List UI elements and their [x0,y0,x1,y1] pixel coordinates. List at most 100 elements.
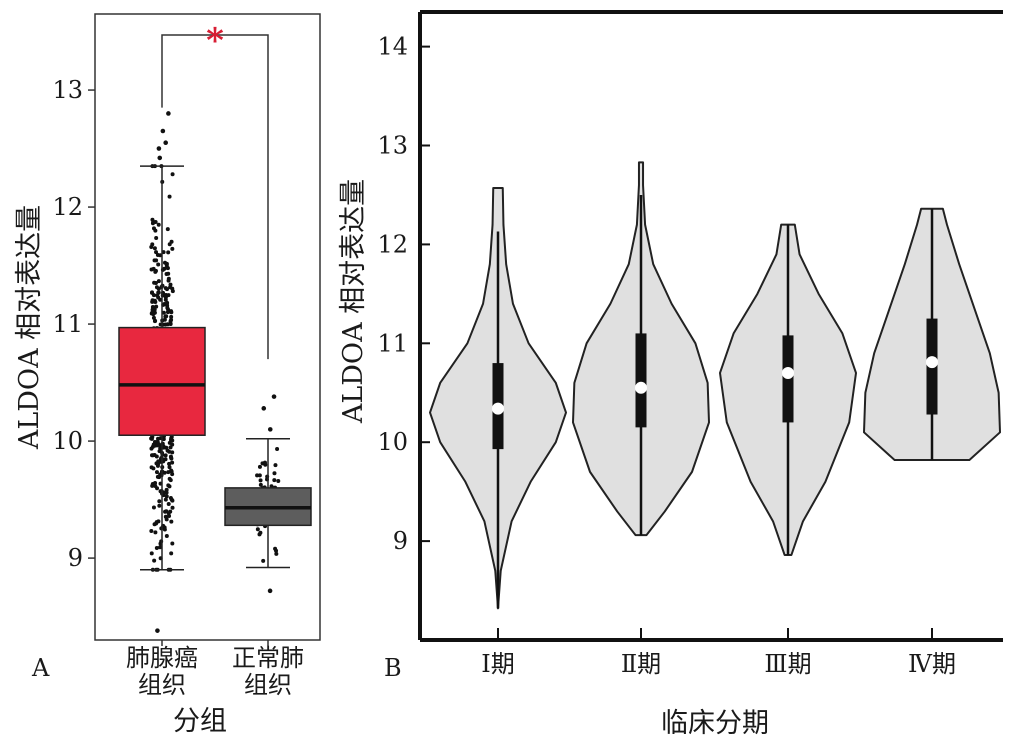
data-point [257,473,262,478]
data-point [170,472,175,477]
data-point [168,478,173,483]
data-point [162,260,167,265]
data-point [151,315,156,320]
data-point [169,456,174,461]
data-point [152,558,157,563]
y-tick-label: 10 [52,427,83,455]
data-point [151,226,156,231]
data-point [170,172,175,177]
data-point [153,484,158,489]
data-point [155,474,160,479]
data-point [150,242,155,247]
panel-b-letter: B [384,654,402,682]
panel-a-y-axis: 9 10 11 12 13 [52,76,95,572]
outlier-point [155,628,160,633]
y-tick-label: 12 [52,193,83,221]
data-point [168,437,173,442]
data-point [163,497,168,502]
panel-b-x-axis: Ⅰ期 Ⅱ期 Ⅲ期 Ⅳ期 [481,628,956,678]
data-point [170,541,175,546]
data-point [153,220,158,225]
outlier-point [267,427,273,432]
data-point [169,468,174,473]
data-point [165,300,170,305]
data-point [166,276,171,281]
data-point [273,546,278,551]
category-label: 肺腺癌组织 [126,644,198,699]
data-point [149,465,154,470]
data-point [165,265,170,270]
data-point [275,446,280,451]
category-label-line: 正常肺 [232,644,304,672]
data-point [167,461,172,466]
outlier-point [261,406,267,411]
data-point [152,319,157,324]
data-point [156,222,161,227]
data-point [154,285,159,290]
category-label: Ⅱ期 [621,650,661,678]
y-tick-label: 14 [377,33,408,61]
panel-a-letter: A [31,654,50,682]
data-point [150,298,155,303]
data-point [168,321,173,326]
data-point [157,449,162,454]
data-point [169,519,174,524]
violin-median-dot [782,366,794,379]
category-label: Ⅰ期 [481,650,514,678]
data-point [153,269,158,274]
panel-a-x-axis-title: 分组 [173,706,227,737]
panel-a-x-axis: 肺腺癌组织 正常肺组织 [126,640,304,699]
data-point [162,317,167,322]
data-point [156,459,161,464]
data-point [156,279,161,284]
data-point [156,262,161,267]
data-point [261,558,266,563]
data-point [164,494,169,499]
data-point [169,310,174,315]
violin-median-dot [635,381,647,394]
significance-bracket-line [161,34,269,360]
category-label-line: 肺腺癌 [126,644,198,672]
outlier-point [156,146,162,151]
data-point [150,309,155,314]
data-point [170,460,175,465]
data-point [154,546,159,551]
data-point [162,527,167,532]
violin-median-dot [926,356,938,369]
data-point [164,287,169,292]
data-point [170,450,175,455]
data-point [156,442,161,447]
data-point [163,297,168,302]
data-point [166,502,171,507]
data-point [150,217,155,222]
y-tick-label: 11 [52,310,83,338]
data-point [154,304,159,309]
data-point [157,499,162,504]
data-point [161,310,166,315]
data-point [155,252,160,257]
data-point [151,266,156,271]
violin-median-dot [492,402,504,415]
data-point [273,463,278,468]
category-label-line: 组织 [138,671,186,699]
panel-a-y-axis-title: ALDOA 相对表达量 [14,205,45,450]
data-point [165,448,170,453]
data-point [166,250,171,255]
data-point [151,505,156,510]
data-point [164,533,169,538]
data-point [170,505,175,510]
category-label: Ⅲ期 [764,650,811,678]
data-point [152,522,157,527]
data-point [258,478,263,483]
outlier-point [160,128,166,134]
data-point [154,235,159,240]
outlier-point [267,588,273,594]
data-point [168,285,173,290]
data-point [156,290,161,295]
data-point [149,529,154,534]
y-tick-label: 13 [377,132,408,160]
data-point [166,483,171,488]
panel-b-y-axis-title: ALDOA 相对表达量 [338,179,369,424]
y-tick-label: 11 [377,329,408,357]
